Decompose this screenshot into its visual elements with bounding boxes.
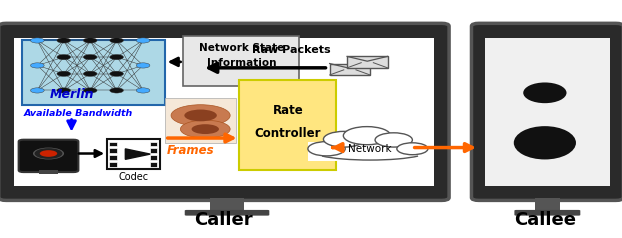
Circle shape: [109, 55, 123, 60]
Ellipse shape: [514, 126, 576, 159]
Bar: [535, 198, 560, 211]
Circle shape: [109, 38, 123, 43]
Bar: [109, 155, 117, 160]
Bar: [150, 162, 157, 167]
Text: Codec: Codec: [118, 172, 148, 182]
Circle shape: [35, 148, 62, 159]
Circle shape: [83, 55, 97, 60]
Circle shape: [397, 143, 428, 155]
Circle shape: [343, 127, 391, 145]
Circle shape: [33, 148, 64, 159]
Circle shape: [375, 133, 412, 147]
Polygon shape: [125, 149, 150, 159]
FancyBboxPatch shape: [471, 23, 622, 200]
FancyBboxPatch shape: [19, 140, 78, 172]
Circle shape: [136, 88, 150, 93]
Text: Controller: Controller: [255, 127, 321, 140]
FancyBboxPatch shape: [514, 210, 580, 216]
Bar: [308, 142, 432, 161]
FancyBboxPatch shape: [183, 36, 299, 86]
Text: Caller: Caller: [195, 211, 253, 229]
Circle shape: [57, 38, 70, 43]
Bar: [14, 38, 434, 186]
Circle shape: [83, 88, 97, 93]
Bar: [109, 148, 117, 153]
Text: Frames: Frames: [167, 144, 215, 157]
Circle shape: [40, 150, 57, 157]
Bar: [22, 40, 165, 105]
Text: Rate: Rate: [272, 104, 304, 117]
Circle shape: [57, 71, 70, 76]
Circle shape: [57, 88, 70, 93]
Text: Callee: Callee: [514, 211, 576, 229]
Bar: [165, 98, 236, 143]
Ellipse shape: [180, 120, 230, 138]
Ellipse shape: [192, 124, 219, 134]
Circle shape: [136, 38, 150, 43]
Text: Information: Information: [207, 58, 276, 68]
Text: Raw Packets: Raw Packets: [252, 45, 330, 55]
Bar: [347, 56, 388, 68]
Bar: [150, 148, 157, 153]
Circle shape: [136, 63, 150, 68]
Circle shape: [109, 88, 123, 93]
Text: Network: Network: [348, 144, 392, 154]
Bar: [109, 162, 117, 167]
Circle shape: [308, 142, 345, 156]
Bar: [39, 170, 58, 174]
Bar: [485, 38, 610, 186]
Bar: [150, 142, 157, 146]
Bar: [150, 155, 157, 160]
Circle shape: [30, 63, 44, 68]
Bar: [107, 139, 160, 169]
Circle shape: [323, 131, 364, 147]
Circle shape: [57, 55, 70, 60]
Ellipse shape: [171, 105, 230, 126]
FancyBboxPatch shape: [0, 23, 449, 200]
Circle shape: [83, 38, 97, 43]
Circle shape: [30, 38, 44, 43]
Circle shape: [109, 71, 123, 76]
Ellipse shape: [184, 109, 217, 121]
Bar: [330, 64, 370, 75]
Text: Available Bandwidth: Available Bandwidth: [24, 109, 133, 118]
FancyBboxPatch shape: [239, 80, 336, 170]
Circle shape: [30, 88, 44, 93]
FancyBboxPatch shape: [185, 210, 269, 216]
Ellipse shape: [523, 82, 567, 103]
Text: Merlin: Merlin: [49, 88, 94, 100]
Circle shape: [83, 71, 97, 76]
Bar: [109, 142, 117, 146]
Text: Network State: Network State: [198, 43, 284, 53]
Bar: [210, 198, 244, 211]
